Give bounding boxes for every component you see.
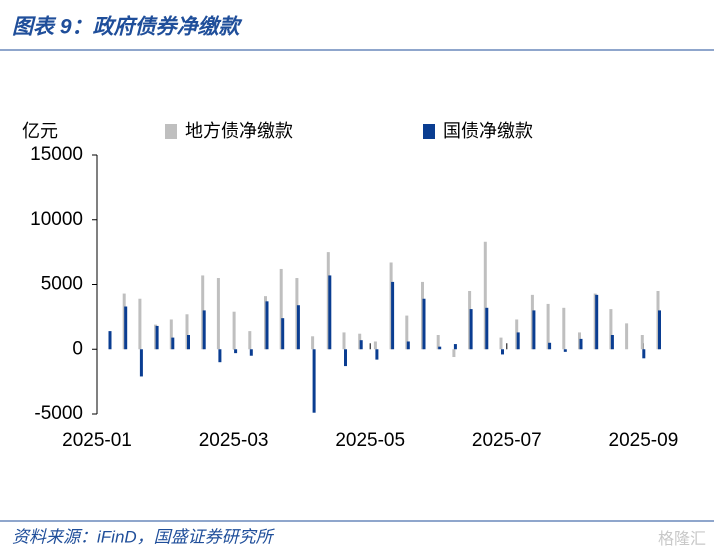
y-tick-label: -5000 xyxy=(34,403,83,424)
y-tick-label: 15000 xyxy=(30,144,83,165)
bar xyxy=(216,278,220,350)
bar xyxy=(642,349,646,359)
bar xyxy=(548,342,552,350)
bar xyxy=(344,349,347,367)
legend-label: 地方债净缴款 xyxy=(185,121,293,141)
bar xyxy=(562,307,566,350)
bar xyxy=(248,331,252,350)
bar xyxy=(405,315,409,350)
bar xyxy=(359,340,363,350)
y-unit: 亿元 xyxy=(22,121,58,141)
chart-title: 图表 9：政府债券净缴款 xyxy=(12,15,243,39)
bar xyxy=(406,341,410,350)
bar xyxy=(279,268,283,350)
bar xyxy=(234,349,238,354)
legend-swatch xyxy=(165,124,177,139)
bar xyxy=(469,309,473,350)
bar xyxy=(438,346,442,350)
bar xyxy=(391,281,395,350)
bar xyxy=(171,337,175,350)
bar xyxy=(610,335,614,350)
bar xyxy=(563,349,567,352)
bar xyxy=(202,310,206,350)
bar xyxy=(124,306,128,350)
source: 资料来源：iFinD，国盛证券研究所 xyxy=(12,527,276,546)
legend-swatch xyxy=(423,124,435,139)
bar xyxy=(375,349,379,360)
bar xyxy=(452,349,456,358)
bar xyxy=(139,349,143,377)
bar xyxy=(108,331,112,350)
bar xyxy=(138,298,142,350)
bar xyxy=(579,338,583,350)
bar xyxy=(658,310,661,350)
watermark: 格隆汇 xyxy=(658,530,706,548)
bar xyxy=(640,335,644,350)
bar xyxy=(373,341,377,350)
bar xyxy=(296,305,300,350)
bar xyxy=(232,311,236,350)
bar xyxy=(499,337,503,350)
bar xyxy=(185,314,189,350)
bar xyxy=(311,336,315,350)
x-tick-label: 2025-07 xyxy=(472,430,542,451)
bar xyxy=(265,301,269,350)
bar xyxy=(249,349,253,356)
bar xyxy=(453,344,457,350)
bar xyxy=(483,241,487,350)
bar xyxy=(609,309,613,350)
bar xyxy=(546,303,550,350)
bar xyxy=(625,323,629,350)
y-tick-label: 0 xyxy=(72,338,83,359)
bar xyxy=(436,335,440,350)
x-tick-label: 2025-09 xyxy=(609,430,679,451)
bar xyxy=(155,325,159,350)
legend-label: 国债净缴款 xyxy=(443,121,533,141)
x-tick-label: 2025-03 xyxy=(199,430,269,451)
bar xyxy=(281,318,285,350)
bar xyxy=(595,294,599,350)
y-tick-label: 5000 xyxy=(41,274,83,295)
x-tick-label: 2025-05 xyxy=(335,430,405,451)
bar xyxy=(187,335,190,350)
bar xyxy=(218,349,222,363)
bar xyxy=(516,332,520,350)
bar xyxy=(422,298,426,350)
bar xyxy=(328,275,332,350)
x-tick-label: 2025-01 xyxy=(62,430,132,451)
bar xyxy=(342,332,346,350)
bar xyxy=(169,319,173,350)
bar xyxy=(312,349,316,413)
bar xyxy=(501,349,504,355)
y-tick-label: 10000 xyxy=(30,209,83,230)
bar xyxy=(532,310,536,350)
bar xyxy=(485,307,489,350)
